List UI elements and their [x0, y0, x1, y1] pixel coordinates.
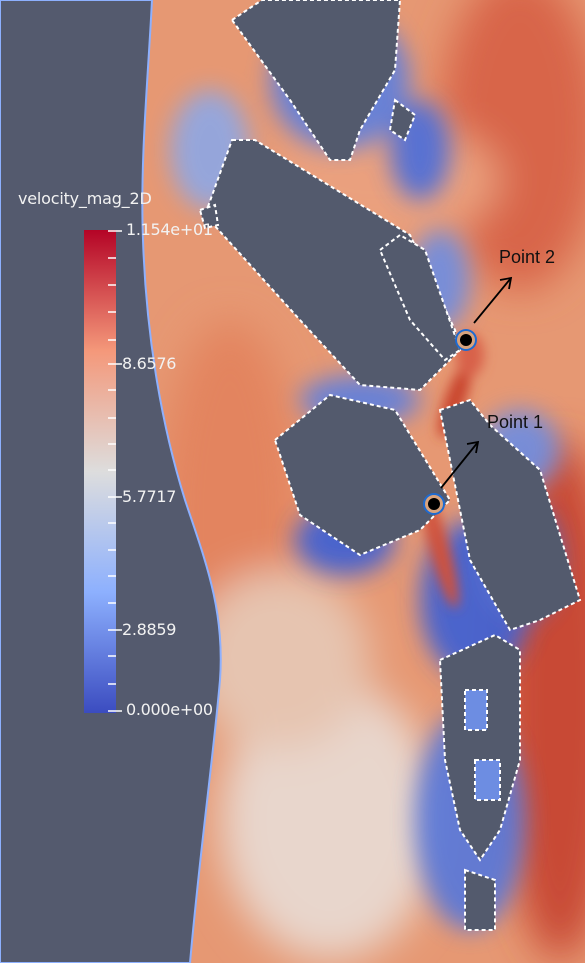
building-top-right-small — [388, 98, 417, 142]
point-1-marker — [423, 493, 445, 515]
building-bottom-small — [464, 868, 496, 931]
point-2-label: Point 2 — [499, 247, 556, 267]
building-middle-left — [273, 393, 452, 557]
colorbar-max-label: 1.154e+01 — [126, 220, 213, 239]
building-diagonal-arm — [378, 233, 462, 362]
point-2-marker — [455, 329, 477, 351]
building-courtyards — [464, 689, 501, 801]
colorbar-tick-label-3: 2.8859 — [122, 620, 177, 639]
colorbar-tick-label-1: 8.6576 — [122, 354, 177, 373]
colorbar-tick-label-2: 5.7717 — [122, 487, 177, 506]
annotation-arrows — [440, 276, 513, 489]
colorbar-ticks — [108, 230, 122, 712]
building-middle-right — [438, 398, 582, 632]
point-1-label: Point 1 — [487, 412, 544, 432]
building-bottom-right — [438, 633, 521, 862]
building-diagonal-large — [203, 139, 462, 392]
colorbar-gradient — [84, 230, 116, 713]
building-top — [230, 0, 402, 161]
building-top-left-tiny — [198, 203, 220, 230]
colorbar-title: velocity_mag_2D — [18, 189, 152, 208]
colorbar-min-label: 0.000e+00 — [126, 700, 213, 719]
buildings — [198, 0, 582, 931]
